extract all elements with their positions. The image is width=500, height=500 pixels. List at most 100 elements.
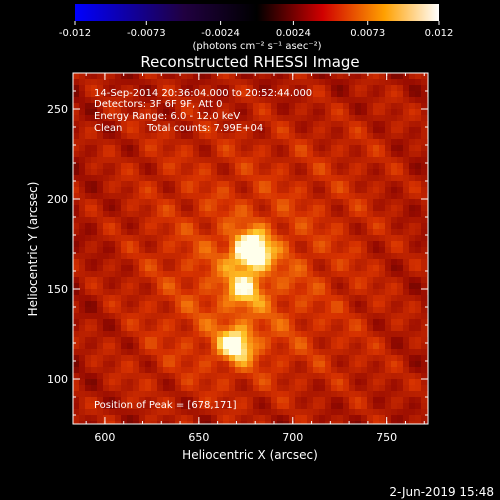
heatmap-pixel <box>295 349 301 355</box>
heatmap-pixel <box>373 127 379 133</box>
heatmap-pixel <box>229 403 235 409</box>
heatmap-pixel <box>325 109 331 115</box>
heatmap-pixel <box>187 277 193 283</box>
heatmap-pixel <box>139 139 145 145</box>
heatmap-pixel <box>325 385 331 391</box>
heatmap-pixel <box>307 289 313 295</box>
heatmap-pixel <box>163 109 169 115</box>
heatmap-pixel <box>313 415 319 421</box>
heatmap-pixel <box>103 319 109 325</box>
heatmap-pixel <box>151 175 157 181</box>
heatmap-pixel <box>151 127 157 133</box>
heatmap-pixel <box>193 271 199 277</box>
heatmap-pixel <box>157 421 163 424</box>
heatmap-pixel <box>145 397 151 403</box>
heatmap-pixel <box>169 157 175 163</box>
heatmap-pixel <box>331 379 337 385</box>
heatmap-pixel <box>247 361 253 367</box>
heatmap-pixel <box>259 121 265 127</box>
heatmap-pixel <box>151 283 157 289</box>
heatmap-pixel <box>187 349 193 355</box>
heatmap-pixel <box>409 403 415 409</box>
heatmap-pixel <box>115 211 121 217</box>
heatmap-pixel <box>409 409 415 415</box>
heatmap-pixel <box>121 97 127 103</box>
heatmap-pixel <box>235 211 241 217</box>
heatmap-pixel <box>121 259 127 265</box>
heatmap-pixel <box>199 181 205 187</box>
heatmap-pixel <box>373 217 379 223</box>
heatmap-pixel <box>73 331 79 337</box>
heatmap-pixel <box>115 397 121 403</box>
heatmap-pixel <box>373 361 379 367</box>
heatmap-pixel <box>145 373 151 379</box>
heatmap-pixel <box>193 217 199 223</box>
heatmap-pixel <box>349 289 355 295</box>
heatmap-pixel <box>373 367 379 373</box>
heatmap-pixel <box>103 295 109 301</box>
colorbar-tick-label: 0.0073 <box>350 28 385 39</box>
heatmap-pixel <box>313 151 319 157</box>
heatmap-pixel <box>319 283 325 289</box>
heatmap-pixel <box>343 331 349 337</box>
heatmap-pixel <box>415 85 421 91</box>
heatmap-pixel <box>115 163 121 169</box>
heatmap-pixel <box>157 307 163 313</box>
heatmap-pixel <box>241 247 247 253</box>
heatmap-pixel <box>79 295 85 301</box>
heatmap-pixel <box>421 151 427 157</box>
heatmap-pixel <box>223 103 229 109</box>
heatmap-pixel <box>229 241 235 247</box>
heatmap-pixel <box>253 349 259 355</box>
heatmap-pixel <box>133 181 139 187</box>
heatmap-pixel <box>175 187 181 193</box>
heatmap-pixel <box>277 319 283 325</box>
heatmap-pixel <box>217 91 223 97</box>
heatmap-pixel <box>307 349 313 355</box>
heatmap-pixel <box>385 229 391 235</box>
heatmap-pixel <box>109 325 115 331</box>
heatmap-pixel <box>301 97 307 103</box>
heatmap-pixel <box>79 337 85 343</box>
heatmap-pixel <box>127 91 133 97</box>
heatmap-pixel <box>301 355 307 361</box>
heatmap-pixel <box>193 163 199 169</box>
heatmap-pixel <box>403 85 409 91</box>
heatmap-pixel <box>343 235 349 241</box>
heatmap-pixel <box>211 343 217 349</box>
heatmap-pixel <box>73 409 79 415</box>
heatmap-pixel <box>109 349 115 355</box>
heatmap-pixel <box>145 223 151 229</box>
heatmap-pixel <box>337 211 343 217</box>
heatmap-pixel <box>247 307 253 313</box>
heatmap-pixel <box>211 391 217 397</box>
heatmap-pixel <box>139 127 145 133</box>
heatmap-pixel <box>397 319 403 325</box>
heatmap-pixel <box>391 403 397 409</box>
heatmap-pixel <box>175 277 181 283</box>
heatmap-pixel <box>151 91 157 97</box>
heatmap-pixel <box>295 157 301 163</box>
heatmap-pixel <box>223 199 229 205</box>
heatmap-pixel <box>109 145 115 151</box>
heatmap-pixel <box>91 169 97 175</box>
heatmap-pixel <box>295 379 301 385</box>
heatmap-pixel <box>373 325 379 331</box>
heatmap-pixel <box>295 151 301 157</box>
heatmap-pixel <box>121 151 127 157</box>
heatmap-pixel <box>115 109 121 115</box>
heatmap-pixel <box>403 373 409 379</box>
heatmap-pixel <box>307 415 313 421</box>
heatmap-pixel <box>307 157 313 163</box>
heatmap-pixel <box>109 199 115 205</box>
heatmap-pixel <box>331 139 337 145</box>
heatmap-pixel <box>343 139 349 145</box>
heatmap-pixel <box>295 295 301 301</box>
heatmap-pixel <box>283 271 289 277</box>
heatmap-pixel <box>223 223 229 229</box>
heatmap-pixel <box>397 139 403 145</box>
heatmap-pixel <box>397 271 403 277</box>
heatmap-pixel <box>127 319 133 325</box>
heatmap-pixel <box>379 85 385 91</box>
heatmap-pixel <box>133 217 139 223</box>
